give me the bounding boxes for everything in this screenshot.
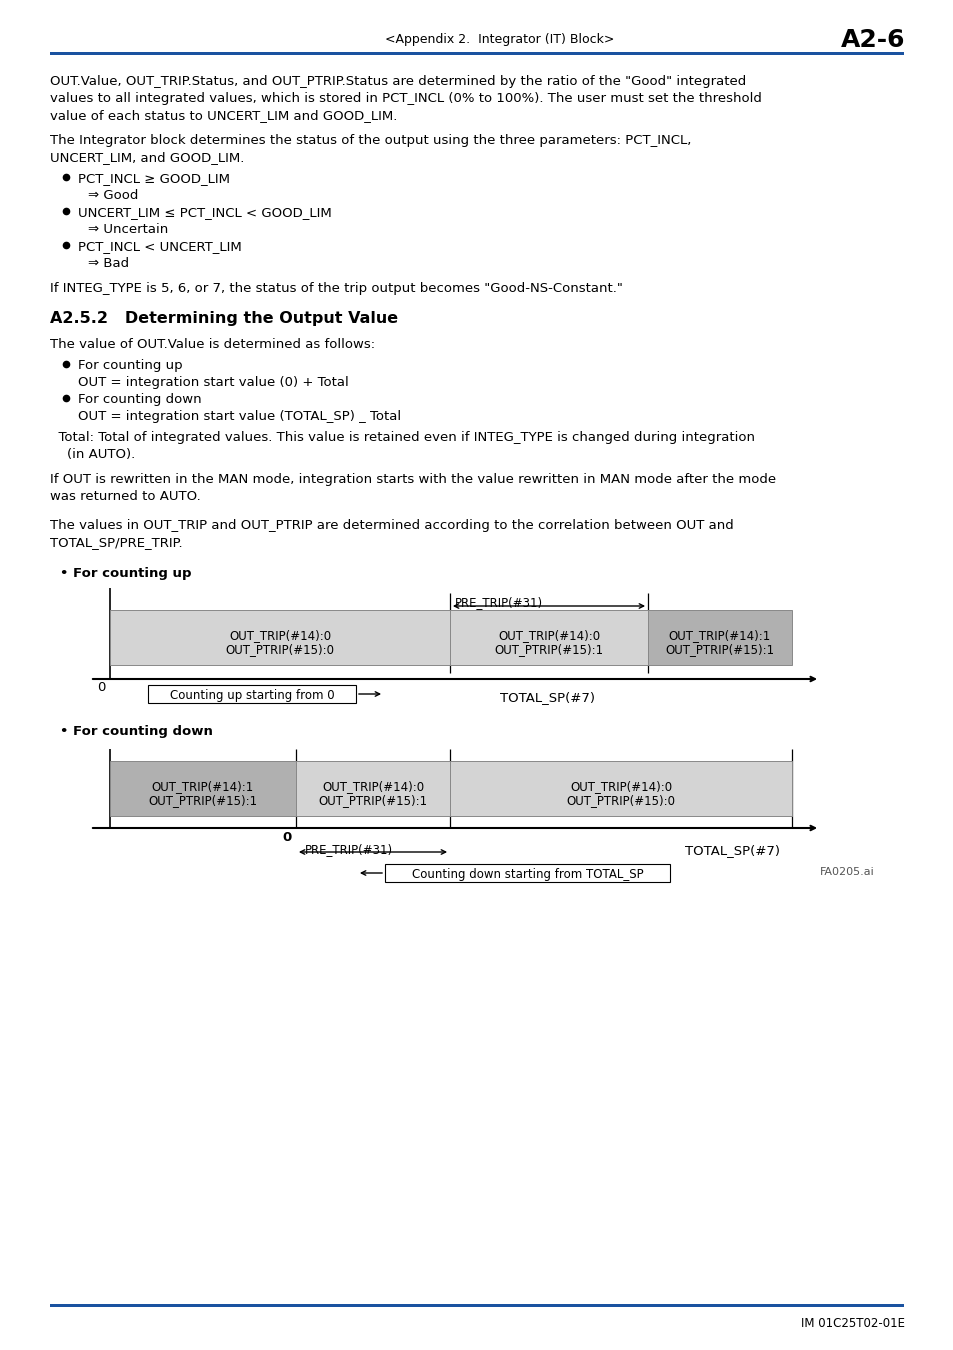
Text: • For counting up: • For counting up [60, 567, 192, 580]
Bar [148, 684, 355, 703]
Text: OUT = integration start value (0) + Total: OUT = integration start value (0) + Tota… [78, 377, 349, 389]
Text: 0: 0 [282, 832, 291, 844]
Text: Total: Total of integrated values. This value is retained even if INTEG_TYPE is : Total: Total of integrated values. This … [50, 431, 754, 444]
Text: ⇒ Good: ⇒ Good [88, 189, 138, 202]
Bar [450, 610, 647, 666]
Text: was returned to AUTO.: was returned to AUTO. [50, 490, 200, 504]
Bar [50, 1304, 903, 1307]
Text: (in AUTO).: (in AUTO). [50, 448, 135, 460]
Text: Counting up starting from 0: Counting up starting from 0 [170, 688, 334, 702]
Text: The values in OUT_TRIP and OUT_PTRIP are determined according to the correlation: The values in OUT_TRIP and OUT_PTRIP are… [50, 518, 733, 532]
Text: PCT_INCL ≥ GOOD_LIM: PCT_INCL ≥ GOOD_LIM [78, 171, 230, 185]
Text: PRE_TRIP(#31): PRE_TRIP(#31) [455, 595, 542, 609]
Text: The value of OUT.Value is determined as follows:: The value of OUT.Value is determined as … [50, 338, 375, 351]
Text: ⇒ Uncertain: ⇒ Uncertain [88, 223, 168, 236]
Bar [647, 610, 791, 666]
Text: OUT_PTRIP(#15):1: OUT_PTRIP(#15):1 [665, 643, 774, 656]
Text: A2-6: A2-6 [840, 28, 904, 53]
Text: OUT.Value, OUT_TRIP.Status, and OUT_PTRIP.Status are determined by the ratio of : OUT.Value, OUT_TRIP.Status, and OUT_PTRI… [50, 76, 745, 88]
Text: PRE_TRIP(#31): PRE_TRIP(#31) [305, 842, 393, 856]
Text: 0: 0 [97, 680, 105, 694]
Text: For counting down: For counting down [78, 393, 201, 406]
Text: TOTAL_SP(#7): TOTAL_SP(#7) [684, 844, 780, 857]
Text: The Integrator block determines the status of the output using the three paramet: The Integrator block determines the stat… [50, 134, 691, 147]
Text: OUT_TRIP(#14):0: OUT_TRIP(#14):0 [321, 780, 424, 792]
Text: UNCERT_LIM, and GOOD_LIM.: UNCERT_LIM, and GOOD_LIM. [50, 151, 244, 163]
Text: OUT_PTRIP(#15):1: OUT_PTRIP(#15):1 [318, 794, 427, 807]
Text: FA0205.ai: FA0205.ai [820, 867, 874, 878]
Bar [110, 761, 295, 815]
Text: Counting down starting from TOTAL_SP: Counting down starting from TOTAL_SP [412, 868, 642, 882]
Text: ⇒ Bad: ⇒ Bad [88, 256, 129, 270]
Text: <Appendix 2.  Integrator (IT) Block>: <Appendix 2. Integrator (IT) Block> [385, 34, 614, 46]
Text: OUT_TRIP(#14):0: OUT_TRIP(#14):0 [497, 629, 599, 643]
Text: OUT_TRIP(#14):0: OUT_TRIP(#14):0 [229, 629, 331, 643]
Text: TOTAL_SP(#7): TOTAL_SP(#7) [499, 691, 595, 703]
Text: OUT_TRIP(#14):1: OUT_TRIP(#14):1 [668, 629, 770, 643]
Text: OUT_TRIP(#14):1: OUT_TRIP(#14):1 [152, 780, 253, 792]
Text: If INTEG_TYPE is 5, 6, or 7, the status of the trip output becomes "Good-NS-Cons: If INTEG_TYPE is 5, 6, or 7, the status … [50, 282, 622, 296]
Bar [385, 864, 669, 882]
Text: OUT_PTRIP(#15):0: OUT_PTRIP(#15):0 [566, 794, 675, 807]
Text: OUT = integration start value (TOTAL_SP) _ Total: OUT = integration start value (TOTAL_SP)… [78, 410, 400, 423]
Text: OUT_PTRIP(#15):1: OUT_PTRIP(#15):1 [149, 794, 257, 807]
Text: UNCERT_LIM ≤ PCT_INCL < GOOD_LIM: UNCERT_LIM ≤ PCT_INCL < GOOD_LIM [78, 207, 332, 219]
Bar [450, 761, 791, 815]
Text: OUT_TRIP(#14):0: OUT_TRIP(#14):0 [569, 780, 671, 792]
Bar [295, 761, 450, 815]
Text: OUT_PTRIP(#15):0: OUT_PTRIP(#15):0 [225, 643, 335, 656]
Text: If OUT is rewritten in the MAN mode, integration starts with the value rewritten: If OUT is rewritten in the MAN mode, int… [50, 472, 776, 486]
Text: values to all integrated values, which is stored in PCT_INCL (0% to 100%). The u: values to all integrated values, which i… [50, 92, 761, 105]
Text: TOTAL_SP/PRE_TRIP.: TOTAL_SP/PRE_TRIP. [50, 536, 182, 549]
Text: A2.5.2   Determining the Output Value: A2.5.2 Determining the Output Value [50, 310, 397, 325]
Text: For counting up: For counting up [78, 359, 182, 373]
Text: OUT_PTRIP(#15):1: OUT_PTRIP(#15):1 [494, 643, 603, 656]
Text: • For counting down: • For counting down [60, 725, 213, 738]
Text: IM 01C25T02-01E: IM 01C25T02-01E [801, 1318, 904, 1330]
Bar [50, 53, 903, 55]
Text: PCT_INCL < UNCERT_LIM: PCT_INCL < UNCERT_LIM [78, 240, 241, 252]
Bar [110, 610, 450, 666]
Text: value of each status to UNCERT_LIM and GOOD_LIM.: value of each status to UNCERT_LIM and G… [50, 109, 397, 122]
